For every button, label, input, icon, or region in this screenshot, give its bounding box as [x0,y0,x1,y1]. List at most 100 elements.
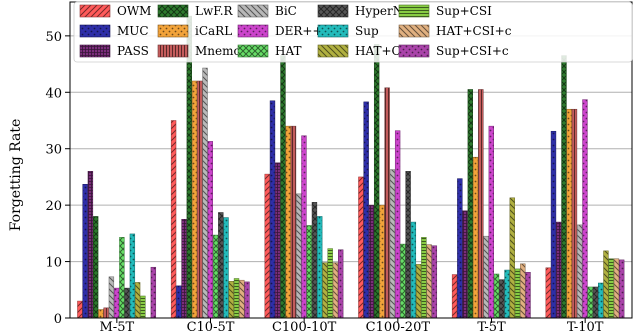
bar-hypernet-c100-10t [311,202,318,319]
bar-owm-t-10t [545,267,551,319]
bar-sup-csi-c-t-5t [525,272,531,319]
bar-icarl-t-5t [472,156,479,319]
bar-hat-csi-c10-5t [228,281,234,319]
bar-sup-t-10t [598,282,604,319]
bar-der--c100-10t [301,135,307,319]
bar-hat-csi-c100-10t [322,262,328,319]
bars [77,15,625,319]
bar-mnemonics-c100-10t [290,125,297,319]
bar-lwf-r-m-5t [92,216,99,319]
bar-hypernet-c10-5t [218,212,224,319]
bar-sup-csi-t-10t [608,258,614,319]
bar-hat-csi-c-c100-20t [426,244,432,319]
bar-muc-c10-5t [176,285,182,319]
legend-label: iCaRL [195,24,232,38]
legend-swatch [157,4,189,18]
legend-swatch [398,4,430,18]
bar-pass-m-5t [87,171,94,319]
y-tick-label: 30 [45,143,62,158]
bar-owm-c10-5t [170,120,177,319]
legend-label: PASS [117,44,149,58]
bar-hypernet-t-10t [592,286,599,319]
bar-lwf-r-c100-10t [280,55,286,319]
bar-hat-c100-20t [400,243,406,319]
bar-sup-csi-c-c100-10t [338,249,344,319]
legend-swatch [79,44,111,58]
bar-sup-c100-10t [317,216,323,319]
x-tick-label: C10-5T [187,320,235,332]
bar-sup-t-5t [504,269,510,319]
legend-swatch [317,44,349,58]
bar-der--t-5t [488,125,494,319]
bar-hat-csi-t-10t [603,250,609,319]
bar-pass-t-5t [462,210,468,319]
bar-muc-t-5t [457,178,463,319]
bar-icarl-m-5t [98,309,104,319]
bar-muc-c100-20t [363,101,369,319]
bar-owm-c100-20t [358,176,364,319]
bar-mnemonics-t-5t [478,89,484,319]
legend-swatch [157,44,189,58]
x-tick-label: C100-10T [272,320,337,332]
bar-muc-m-5t [82,184,88,319]
bar-bic-m-5t [108,276,115,319]
bar-bic-c100-20t [389,169,396,319]
bar-pass-t-10t [556,221,562,319]
y-axis-title: Forgetting Rate [8,119,24,232]
legend-swatch [79,24,111,38]
bar-bic-c100-10t [296,193,302,319]
bar-icarl-c10-5t [191,80,198,319]
legend-swatch [398,24,430,38]
bar-hat-m-5t [119,237,125,319]
legend-label: Sup+CSI [436,4,492,18]
y-tick-label: 20 [45,199,62,214]
bar-lwf-r-c100-20t [373,44,380,319]
bar-sup-csi-m-5t [140,295,146,319]
bar-sup-c100-20t [410,221,417,319]
bar-bic-t-10t [577,224,583,319]
legend-box [73,1,633,63]
y-tick-label: 10 [45,256,62,271]
legend-label: OWM [117,4,151,18]
bar-hat-t-5t [493,273,500,319]
legend-swatch [237,24,269,38]
bar-hypernet-c100-20t [405,171,411,319]
legend-label: DER++ [275,24,323,38]
legend-label: Sup+CSI+c [436,44,509,58]
bar-mnemonics-c10-5t [197,80,203,319]
bar-der--m-5t [113,287,120,319]
legend-label: Sup [355,24,379,38]
bar-mnemonics-c100-20t [384,87,390,319]
x-tick-label: T-10T [567,320,604,332]
bar-pass-c100-10t [275,162,281,319]
bar-muc-c100-10t [269,100,276,319]
bar-der--t-10t [582,99,588,319]
bar-der--c100-20t [394,130,401,319]
bar-lwf-r-t-5t [467,89,473,319]
bar-hat-csi-c100-20t [415,264,422,319]
legend-label: BiC [275,4,297,18]
bar-hat-csi-c-c10-5t [239,279,245,319]
legend-label: LwF.R [195,4,234,18]
bar-hypernet-t-5t [499,279,505,319]
legend-swatch [237,44,269,58]
y-tick-label: 40 [45,86,62,101]
bar-sup-csi-t-5t [514,268,521,319]
bar-sup-csi-c-c100-20t [431,245,438,319]
legend-swatch [79,4,111,18]
bar-bic-c10-5t [202,67,208,319]
bar-sup-csi-c100-10t [327,248,333,319]
bar-sup-csi-c-t-10t [619,259,625,319]
bar-pass-c10-5t [181,219,187,319]
bar-lwf-r-t-10t [561,55,567,319]
legend-swatch [317,4,349,18]
bar-mnemonics-m-5t [103,307,109,319]
legend-swatch [157,24,189,38]
bar-hat-csi-c-t-5t [520,263,526,319]
bar-hat-csi-c-t-10t [613,258,620,319]
x-tick-label: M-5T [100,320,135,332]
bar-owm-m-5t [77,300,83,319]
x-tick-label: C100-20T [366,320,431,332]
bar-sup-csi-c100-20t [421,237,427,319]
